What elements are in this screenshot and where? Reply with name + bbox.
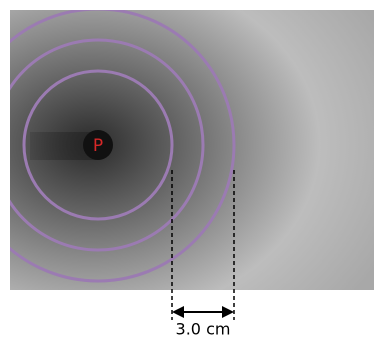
source-label: P — [93, 136, 103, 156]
diagram: P 3.0 cm — [0, 0, 374, 340]
distance-label: 3.0 cm — [176, 320, 231, 339]
arrow-head — [172, 306, 184, 318]
arrow-head — [222, 306, 234, 318]
distance-arrow — [172, 306, 234, 318]
